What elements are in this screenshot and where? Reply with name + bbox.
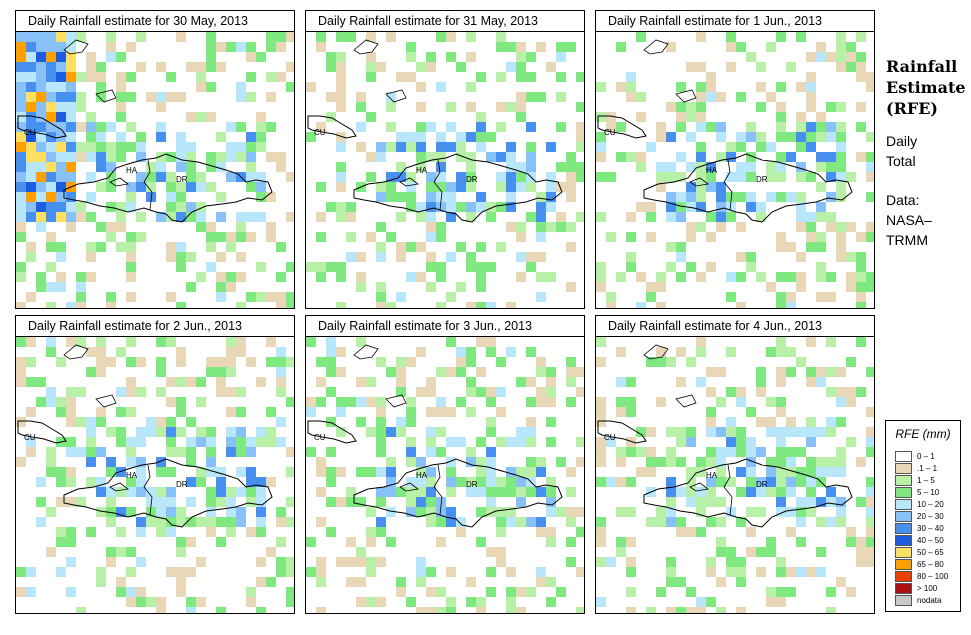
rainfall-grid	[306, 32, 584, 308]
product-title-line2: Estimate	[886, 78, 966, 97]
map-label-cu: CU	[24, 128, 36, 137]
legend-swatch	[895, 559, 912, 570]
product-title-line1: Rainfall	[886, 57, 958, 76]
legend-label: > 100	[917, 584, 938, 593]
product-title: Rainfall Estimate (RFE)	[886, 56, 966, 119]
legend-swatch	[895, 547, 912, 558]
legend-swatch	[895, 487, 912, 498]
period-label: Daily Total	[886, 131, 917, 171]
rainfall-grid	[596, 32, 874, 308]
legend-swatch	[895, 583, 912, 594]
rainfall-grid	[306, 337, 584, 613]
map-label-ha: HA	[126, 471, 138, 480]
legend-swatch	[895, 475, 912, 486]
panel-title-1: Daily Rainfall estimate for 30 May, 2013	[15, 10, 295, 32]
period-line1: Daily	[886, 133, 918, 149]
legend-title: RFE (mm)	[895, 427, 951, 441]
source-line3: TRMM	[886, 232, 928, 248]
map-label-ha: HA	[706, 166, 718, 175]
map-label-ha: HA	[126, 166, 138, 175]
legend-swatch	[895, 535, 912, 546]
legend-label: .1 – 1	[917, 464, 938, 473]
map-label-dr: DR	[756, 175, 768, 184]
legend-label: 50 – 65	[917, 548, 944, 557]
map-label-dr: DR	[466, 175, 478, 184]
data-source: Data: NASA– TRMM	[886, 190, 932, 250]
map-label-ha: HA	[416, 166, 428, 175]
map-label-dr: DR	[176, 175, 188, 184]
rainfall-map-4: CU HA DR	[15, 336, 295, 614]
rainfall-map-5: CU HA DR	[305, 336, 585, 614]
legend-label: 65 – 80	[917, 560, 944, 569]
period-line2: Total	[886, 153, 916, 169]
legend-label: 40 – 50	[917, 536, 944, 545]
panel-title-6: Daily Rainfall estimate for 4 Jun., 2013	[595, 315, 875, 337]
map-label-cu: CU	[24, 433, 36, 442]
rainfall-map-6: CU HA DR	[595, 336, 875, 614]
legend-label: 10 – 20	[917, 500, 944, 509]
legend-swatch	[895, 511, 912, 522]
panel-title-5: Daily Rainfall estimate for 3 Jun., 2013	[305, 315, 585, 337]
rainfall-grid	[16, 337, 294, 613]
legend-label: 5 – 10	[917, 488, 940, 497]
legend-swatch	[895, 451, 912, 462]
map-label-ha: HA	[706, 471, 718, 480]
legend-label: 30 – 40	[917, 524, 944, 533]
legend-swatch	[895, 523, 912, 534]
legend-swatch	[895, 499, 912, 510]
legend-label: nodata	[917, 596, 942, 605]
legend-label: 80 – 100	[917, 572, 949, 581]
rfe-legend: RFE (mm) 0 – 1 .1 – 1 1 – 5 5 – 10 10 – 20 20…	[885, 420, 961, 612]
rainfall-grid	[596, 337, 874, 613]
legend-label: 1 – 5	[917, 476, 935, 485]
map-label-cu: CU	[314, 128, 326, 137]
panel-title-3: Daily Rainfall estimate for 1 Jun., 2013	[595, 10, 875, 32]
map-label-cu: CU	[314, 433, 326, 442]
map-label-dr: DR	[176, 480, 188, 489]
map-label-ha: HA	[416, 471, 428, 480]
legend-label: 20 – 30	[917, 512, 944, 521]
source-line2: NASA–	[886, 212, 932, 228]
legend-swatch	[895, 595, 912, 606]
map-label-cu: CU	[604, 128, 616, 137]
map-label-dr: DR	[756, 480, 768, 489]
product-title-line3: (RFE)	[886, 99, 938, 118]
legend-swatch	[895, 463, 912, 474]
panel-title-4: Daily Rainfall estimate for 2 Jun., 2013	[15, 315, 295, 337]
rainfall-map-2: CU HA DR	[305, 31, 585, 309]
source-line1: Data:	[886, 192, 920, 208]
map-label-dr: DR	[466, 480, 478, 489]
rainfall-grid	[16, 32, 294, 308]
rainfall-map-1: CU HA DR	[15, 31, 295, 309]
rainfall-map-3: CU HA DR	[595, 31, 875, 309]
map-label-cu: CU	[604, 433, 616, 442]
panel-title-2: Daily Rainfall estimate for 31 May, 2013	[305, 10, 585, 32]
legend-label: 0 – 1	[917, 452, 935, 461]
legend-swatch	[895, 571, 912, 582]
